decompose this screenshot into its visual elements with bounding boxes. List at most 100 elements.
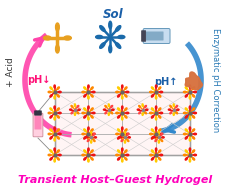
Ellipse shape [84, 129, 86, 131]
Ellipse shape [142, 113, 143, 115]
Ellipse shape [117, 87, 120, 89]
Text: Sol: Sol [103, 8, 123, 21]
Ellipse shape [57, 150, 59, 152]
Ellipse shape [120, 137, 122, 138]
Ellipse shape [127, 139, 129, 142]
Ellipse shape [159, 150, 161, 152]
Ellipse shape [122, 96, 123, 99]
Ellipse shape [77, 112, 79, 114]
Polygon shape [185, 72, 202, 90]
Ellipse shape [192, 116, 195, 118]
Ellipse shape [194, 112, 196, 114]
Ellipse shape [155, 138, 157, 141]
Ellipse shape [173, 104, 174, 106]
Ellipse shape [145, 105, 147, 107]
Ellipse shape [125, 108, 127, 110]
Ellipse shape [155, 106, 157, 109]
Ellipse shape [161, 139, 163, 142]
FancyBboxPatch shape [34, 116, 41, 129]
Ellipse shape [96, 35, 103, 39]
Ellipse shape [93, 139, 95, 142]
Ellipse shape [88, 138, 89, 141]
Ellipse shape [185, 116, 188, 118]
Ellipse shape [151, 95, 154, 97]
Ellipse shape [86, 137, 88, 138]
Ellipse shape [183, 91, 186, 93]
Ellipse shape [192, 108, 195, 110]
Ellipse shape [111, 112, 113, 114]
Text: Enzymatic pH Correction: Enzymatic pH Correction [211, 28, 220, 132]
Ellipse shape [54, 127, 55, 130]
Ellipse shape [54, 85, 55, 88]
Ellipse shape [192, 95, 195, 97]
Ellipse shape [91, 116, 93, 118]
Ellipse shape [91, 87, 93, 89]
Ellipse shape [84, 95, 86, 97]
Ellipse shape [122, 127, 123, 130]
Ellipse shape [84, 116, 86, 118]
Ellipse shape [189, 138, 191, 141]
Ellipse shape [185, 87, 188, 89]
Ellipse shape [84, 87, 86, 89]
FancyBboxPatch shape [146, 32, 164, 40]
Ellipse shape [159, 158, 161, 160]
Ellipse shape [183, 133, 186, 135]
Ellipse shape [125, 129, 127, 131]
Ellipse shape [192, 129, 195, 131]
Ellipse shape [78, 109, 80, 110]
Ellipse shape [109, 21, 112, 29]
Ellipse shape [93, 133, 95, 135]
Ellipse shape [121, 139, 123, 142]
Ellipse shape [189, 127, 191, 130]
Ellipse shape [185, 158, 188, 160]
Ellipse shape [151, 150, 154, 152]
Ellipse shape [176, 112, 177, 114]
Ellipse shape [122, 85, 123, 88]
Ellipse shape [91, 141, 92, 143]
Ellipse shape [121, 133, 123, 135]
Ellipse shape [176, 105, 177, 107]
Ellipse shape [160, 154, 163, 156]
Ellipse shape [118, 35, 125, 39]
Ellipse shape [111, 105, 113, 107]
Ellipse shape [153, 137, 156, 138]
Ellipse shape [91, 137, 93, 139]
Ellipse shape [105, 112, 107, 114]
Ellipse shape [117, 158, 120, 160]
Ellipse shape [125, 87, 127, 89]
Ellipse shape [117, 137, 120, 139]
Ellipse shape [57, 116, 59, 118]
Ellipse shape [160, 91, 163, 93]
FancyBboxPatch shape [35, 111, 41, 115]
Ellipse shape [87, 139, 89, 142]
Text: pH↑: pH↑ [154, 77, 177, 87]
Ellipse shape [127, 133, 129, 135]
Ellipse shape [71, 105, 73, 107]
Ellipse shape [56, 23, 59, 31]
Ellipse shape [57, 95, 59, 97]
Ellipse shape [151, 129, 154, 131]
Ellipse shape [88, 117, 89, 120]
Text: + Acid: + Acid [6, 57, 15, 87]
Ellipse shape [155, 139, 157, 142]
Ellipse shape [122, 117, 123, 120]
Ellipse shape [82, 133, 85, 135]
Ellipse shape [124, 132, 125, 134]
Ellipse shape [74, 113, 76, 115]
Ellipse shape [82, 91, 85, 93]
Ellipse shape [91, 158, 93, 160]
Ellipse shape [58, 91, 61, 93]
Ellipse shape [159, 108, 161, 110]
Ellipse shape [125, 150, 127, 152]
Ellipse shape [58, 112, 61, 114]
Ellipse shape [192, 87, 195, 89]
Ellipse shape [58, 133, 61, 135]
Ellipse shape [192, 158, 195, 160]
Ellipse shape [155, 117, 157, 120]
Ellipse shape [104, 109, 106, 110]
Ellipse shape [192, 137, 195, 139]
Ellipse shape [91, 108, 93, 110]
Ellipse shape [57, 129, 59, 131]
Bar [55, 92, 190, 155]
Ellipse shape [48, 91, 51, 93]
